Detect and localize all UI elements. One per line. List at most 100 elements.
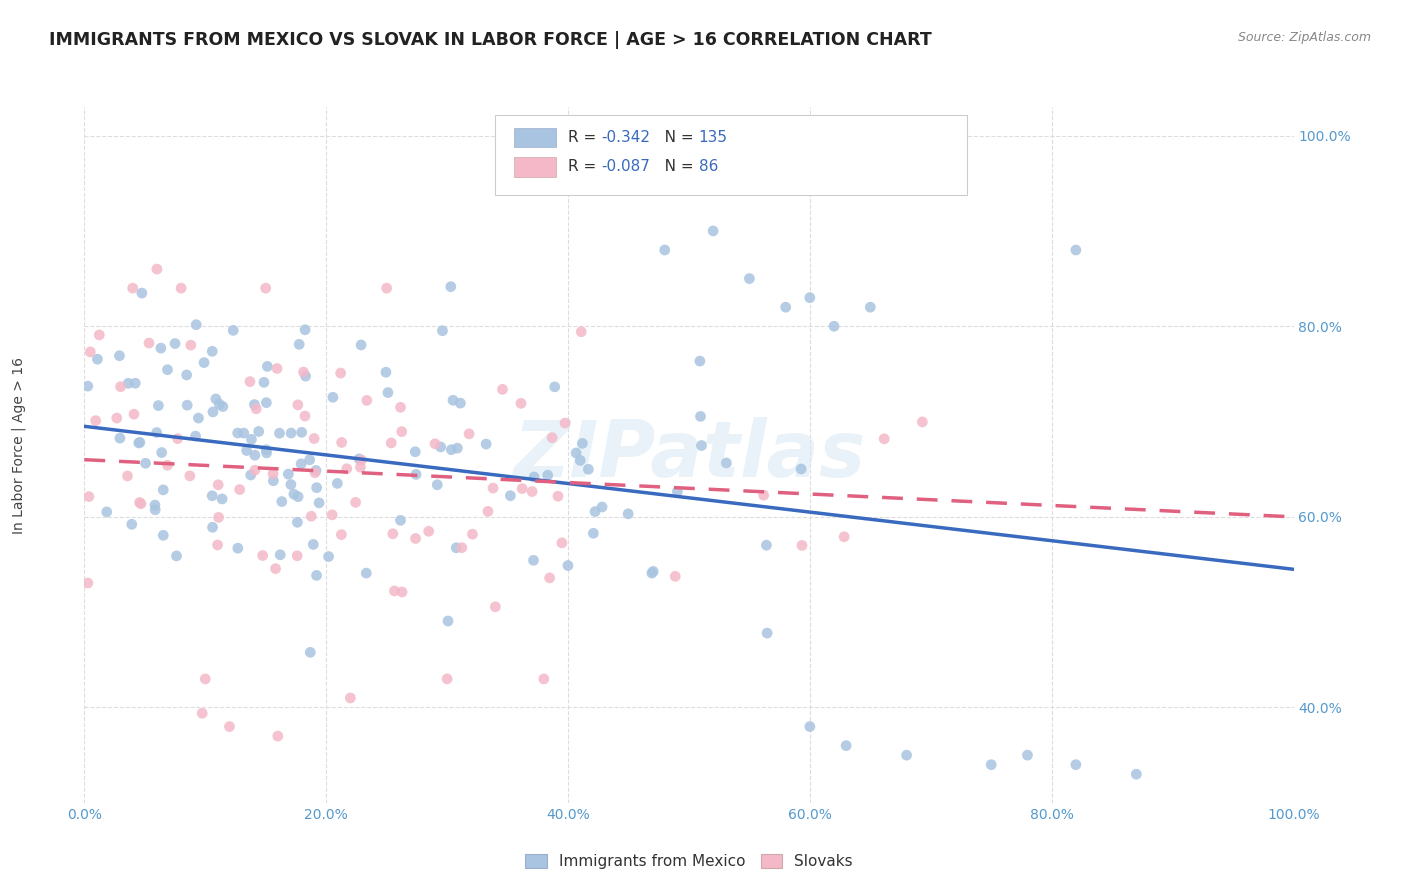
- Point: [280, 477, 302, 491]
- Point: [790, 462, 813, 476]
- FancyBboxPatch shape: [513, 157, 555, 177]
- Point: [538, 571, 561, 585]
- Point: [569, 453, 592, 467]
- Point: [896, 748, 918, 763]
- Point: [204, 392, 226, 406]
- Point: [211, 491, 233, 506]
- Text: R =: R =: [568, 160, 602, 174]
- Point: [418, 524, 440, 539]
- Point: [1017, 748, 1039, 763]
- Point: [551, 536, 574, 550]
- Point: [441, 393, 464, 408]
- Point: [330, 527, 353, 541]
- Point: [166, 432, 188, 446]
- Point: [354, 566, 377, 581]
- Point: [207, 477, 229, 491]
- Point: [232, 426, 254, 441]
- Point: [262, 467, 284, 481]
- Point: [124, 376, 146, 391]
- Point: [266, 361, 288, 376]
- Point: [156, 458, 179, 473]
- Point: [426, 477, 449, 491]
- Point: [228, 483, 250, 497]
- Point: [377, 385, 399, 400]
- Point: [654, 243, 676, 257]
- Point: [239, 468, 262, 483]
- Point: [287, 398, 309, 412]
- Point: [287, 490, 309, 504]
- Point: [617, 507, 640, 521]
- Point: [330, 435, 353, 450]
- Point: [252, 549, 274, 563]
- Text: 135: 135: [699, 130, 728, 145]
- Point: [329, 366, 352, 380]
- Text: Source: ZipAtlas.com: Source: ZipAtlas.com: [1237, 31, 1371, 45]
- Text: In Labor Force | Age > 16: In Labor Force | Age > 16: [11, 358, 25, 534]
- Point: [1064, 243, 1087, 257]
- Point: [571, 436, 593, 450]
- Point: [336, 461, 359, 475]
- Point: [208, 397, 231, 411]
- Point: [308, 496, 330, 510]
- Point: [523, 470, 546, 484]
- Point: [235, 443, 257, 458]
- Point: [510, 396, 533, 410]
- Point: [799, 720, 821, 734]
- Text: -0.087: -0.087: [602, 160, 650, 174]
- Point: [569, 325, 592, 339]
- Point: [304, 466, 326, 480]
- Point: [544, 380, 567, 394]
- Point: [254, 442, 277, 457]
- Point: [641, 566, 664, 581]
- Point: [326, 476, 349, 491]
- Point: [405, 532, 427, 546]
- Point: [322, 390, 344, 404]
- Point: [131, 286, 153, 301]
- Point: [294, 323, 316, 337]
- Point: [283, 487, 305, 501]
- Point: [128, 435, 150, 450]
- Point: [245, 401, 267, 416]
- Point: [288, 337, 311, 351]
- Point: [148, 399, 170, 413]
- Point: [318, 549, 340, 564]
- Point: [226, 541, 249, 556]
- Point: [350, 453, 373, 467]
- Point: [450, 541, 472, 555]
- Point: [117, 469, 139, 483]
- Point: [522, 553, 544, 567]
- Point: [347, 452, 370, 467]
- Point: [239, 375, 262, 389]
- Point: [1125, 767, 1147, 781]
- Point: [76, 576, 98, 591]
- Text: R =: R =: [568, 130, 602, 145]
- Point: [381, 526, 404, 541]
- Point: [384, 584, 406, 599]
- Point: [689, 354, 711, 368]
- Point: [423, 437, 446, 451]
- Point: [269, 426, 291, 441]
- Point: [86, 352, 108, 367]
- Point: [287, 516, 309, 530]
- Point: [143, 502, 166, 516]
- Point: [194, 672, 217, 686]
- Point: [491, 383, 513, 397]
- Point: [666, 484, 689, 499]
- Point: [429, 440, 451, 454]
- Point: [873, 432, 896, 446]
- Point: [823, 319, 845, 334]
- Point: [835, 739, 858, 753]
- Point: [305, 463, 328, 477]
- Point: [305, 568, 328, 582]
- Text: IMMIGRANTS FROM MEXICO VS SLOVAK IN LABOR FORCE | AGE > 16 CORRELATION CHART: IMMIGRANTS FROM MEXICO VS SLOVAK IN LABO…: [49, 31, 932, 49]
- Point: [440, 442, 463, 457]
- Point: [264, 561, 287, 575]
- Point: [482, 481, 505, 495]
- Point: [446, 441, 468, 455]
- Point: [339, 690, 361, 705]
- Point: [484, 599, 506, 614]
- Point: [117, 376, 139, 391]
- Point: [267, 729, 290, 743]
- Point: [557, 558, 579, 573]
- Point: [243, 463, 266, 477]
